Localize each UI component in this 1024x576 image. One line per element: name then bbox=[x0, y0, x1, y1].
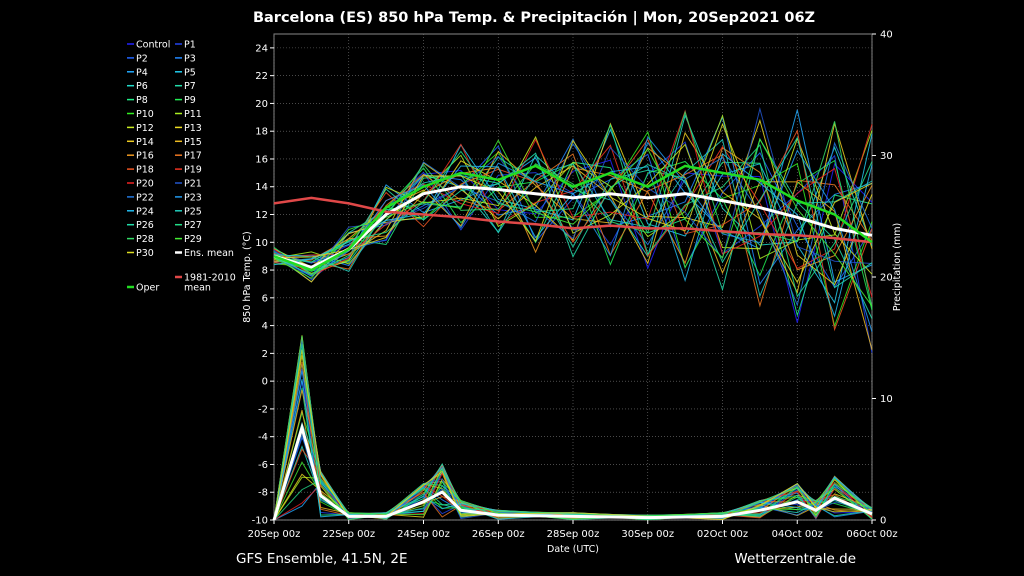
legend-label: P29 bbox=[184, 234, 202, 245]
x-tick-label: 28Sep 00z bbox=[547, 529, 600, 540]
legend-label: P28 bbox=[136, 234, 154, 245]
legend-label: P21 bbox=[184, 179, 202, 190]
y-axis-label: 850 hPa Temp. (°C) bbox=[242, 231, 253, 322]
legend-label: P17 bbox=[184, 151, 202, 162]
legend-label: P3 bbox=[184, 53, 196, 64]
legend-label: P26 bbox=[136, 220, 154, 231]
x-axis: 20Sep 00z 22Sep 00z 24Sep 00z 26Sep 00z 28Se… bbox=[248, 520, 898, 540]
y2-tick-label: 40 bbox=[880, 30, 893, 41]
y-axis-right: 40 30 20 10 0 bbox=[872, 30, 893, 527]
y2-tick-label: 30 bbox=[880, 151, 893, 162]
legend-label: P24 bbox=[136, 206, 154, 217]
x-tick-label: 06Oct 00z bbox=[846, 529, 897, 540]
y-tick-label: 12 bbox=[255, 210, 268, 221]
y-tick-label: 6 bbox=[262, 293, 268, 304]
legend-label: Oper bbox=[136, 283, 159, 294]
ensemble-member-line bbox=[273, 122, 873, 284]
legend-label: P22 bbox=[136, 192, 154, 203]
chart-title: Barcelona (ES) 850 hPa Temp. & Precipita… bbox=[253, 10, 815, 26]
ensemble-member-line bbox=[273, 124, 873, 270]
y-tick-label: 14 bbox=[255, 182, 268, 193]
highlight-series bbox=[272, 164, 873, 521]
legend-label: P30 bbox=[136, 248, 154, 259]
legend-label: P15 bbox=[184, 137, 202, 148]
y-tick-label: 8 bbox=[262, 266, 268, 277]
y-tick-label: -4 bbox=[258, 432, 268, 443]
legend-label: P18 bbox=[136, 165, 154, 176]
ensemble-member-line bbox=[273, 123, 873, 298]
y-tick-label: -6 bbox=[258, 460, 268, 471]
y-tick-label: 24 bbox=[255, 43, 268, 54]
1981-2010-mean-temp-line bbox=[273, 196, 873, 244]
legend-label: P25 bbox=[184, 206, 202, 217]
y-tick-label: -2 bbox=[258, 404, 268, 415]
legend-label: P6 bbox=[136, 81, 148, 92]
y-tick-label: 16 bbox=[255, 154, 268, 165]
ensemble-member-line bbox=[273, 141, 873, 307]
ensemble-member-line bbox=[273, 129, 873, 332]
legend-label: P4 bbox=[136, 67, 148, 78]
ensemble-member-lines bbox=[273, 106, 873, 353]
legend-label: 1981-2010 bbox=[184, 273, 236, 284]
legend-label: Ens. mean bbox=[184, 248, 234, 259]
y-tick-label: 18 bbox=[255, 127, 268, 138]
legend-label: P8 bbox=[136, 95, 148, 106]
legend-label: P27 bbox=[184, 220, 202, 231]
legend-label: P12 bbox=[136, 123, 154, 134]
x-tick-label: 26Sep 00z bbox=[472, 529, 525, 540]
legend-label: P13 bbox=[184, 123, 202, 134]
oper-temp-line bbox=[273, 164, 873, 272]
y-tick-label: 2 bbox=[262, 349, 268, 360]
legend-label: P11 bbox=[184, 109, 202, 120]
legend-label: P5 bbox=[184, 67, 196, 78]
y2-tick-label: 20 bbox=[880, 273, 893, 284]
y2-tick-label: 10 bbox=[880, 394, 893, 405]
x-tick-label: 30Sep 00z bbox=[621, 529, 674, 540]
y2-axis-label: Precipitation (mm) bbox=[892, 223, 903, 311]
y-tick-label: 10 bbox=[255, 238, 268, 249]
ens-mean-temp-line bbox=[273, 185, 873, 269]
y-tick-label: 4 bbox=[262, 321, 268, 332]
x-tick-label: 24Sep 00z bbox=[397, 529, 450, 540]
legend-label: P2 bbox=[136, 53, 148, 64]
ensemble-member-line bbox=[273, 147, 873, 271]
legend-label: P10 bbox=[136, 109, 154, 120]
x-tick-label: 22Sep 00z bbox=[322, 529, 375, 540]
x-tick-label: 02Oct 00z bbox=[697, 529, 748, 540]
legend-label: mean bbox=[184, 283, 211, 294]
legend: Control P1 P2 P3 P4 P5 P6 P7 P8 P9 P10 P11 P12 P13 P14… bbox=[127, 40, 236, 294]
legend-label: P14 bbox=[136, 137, 154, 148]
legend-label: P7 bbox=[184, 81, 196, 92]
y-tick-label: 22 bbox=[255, 71, 268, 82]
grid-lines bbox=[273, 34, 873, 521]
footer-model-info: GFS Ensemble, 41.5N, 2E bbox=[236, 551, 408, 567]
precip-member-line bbox=[273, 421, 873, 521]
x-tick-label: 04Oct 00z bbox=[772, 529, 823, 540]
y-tick-label: 0 bbox=[262, 377, 268, 388]
y-tick-label: -10 bbox=[252, 516, 268, 527]
footer-source: Wetterzentrale.de bbox=[734, 551, 856, 567]
x-tick-label: 20Sep 00z bbox=[248, 529, 301, 540]
legend-label: P1 bbox=[184, 40, 196, 51]
y-tick-label: 20 bbox=[255, 99, 268, 110]
legend-label: P16 bbox=[136, 151, 154, 162]
legend-label: P19 bbox=[184, 165, 202, 176]
y-tick-label: -8 bbox=[258, 488, 268, 499]
legend-label: Control bbox=[136, 40, 170, 51]
ens-mean-precip-line bbox=[272, 422, 873, 521]
legend-label: P9 bbox=[184, 95, 196, 106]
precip-member-line bbox=[273, 461, 873, 521]
legend-label: P20 bbox=[136, 179, 154, 190]
x-axis-label: Date (UTC) bbox=[547, 544, 599, 555]
y2-tick-label: 0 bbox=[880, 516, 886, 527]
legend-label: P23 bbox=[184, 192, 202, 203]
